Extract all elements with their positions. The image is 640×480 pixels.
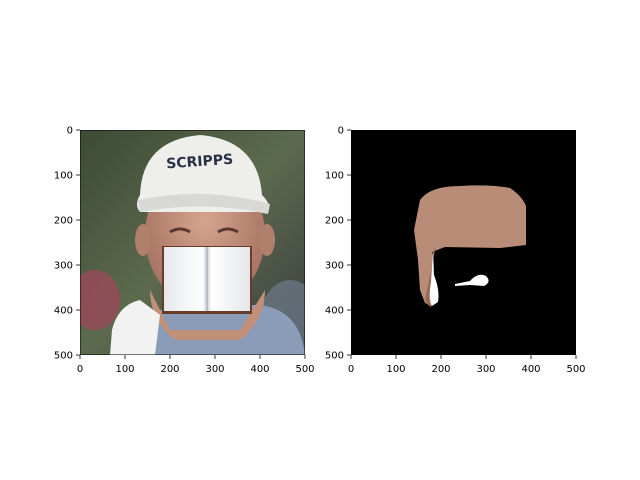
x-tick-label: 200 [160,364,179,375]
neck [150,290,265,340]
x-tick-label: 400 [250,364,269,375]
y-tick-label: 500 [325,351,344,362]
x-tick-label: 500 [566,364,585,375]
eye [169,227,191,234]
y-tick-label: 300 [54,261,73,272]
cap-text: SCRIPPS [166,152,234,173]
ear [259,224,275,256]
ear [135,224,151,256]
photo-axes: 0 100 200 300 400 500 0 100 200 300 400 500 [54,126,315,376]
y-tick-label: 100 [54,171,73,182]
mask-white-region [429,250,439,306]
x-tick-label: 300 [476,364,495,375]
x-tick-label: 500 [295,364,314,375]
y-tick-label: 400 [325,306,344,317]
x-tick-label: 300 [205,364,224,375]
x-tick-label: 400 [521,364,540,375]
x-tick-label: 100 [386,364,405,375]
eye [217,227,239,234]
mask-axes: 0 100 200 300 400 500 0 100 200 300 400 500 [325,126,586,376]
y-tick-label: 100 [325,171,344,182]
y-tick-label: 200 [325,216,344,227]
y-tick-label: 0 [67,126,73,137]
x-tick-label: 0 [348,364,354,375]
cap [137,135,270,212]
masked-neck-edge [425,245,436,307]
y-tick-label: 200 [54,216,73,227]
masked-face [414,185,526,306]
mask-panel [351,130,576,355]
x-tick-label: 100 [115,364,134,375]
y-tick-label: 400 [54,306,73,317]
y-tick-label: 300 [325,261,344,272]
mask-white-region [455,274,489,286]
y-tick-label: 500 [54,351,73,362]
x-tick-label: 200 [431,364,450,375]
y-tick-label: 0 [338,126,344,137]
photo-panel: SCRIPPS [80,130,305,355]
glove-hand [110,300,160,355]
x-tick-label: 0 [77,364,83,375]
blurred-background-shape [80,270,120,330]
cap-brim [138,193,270,214]
